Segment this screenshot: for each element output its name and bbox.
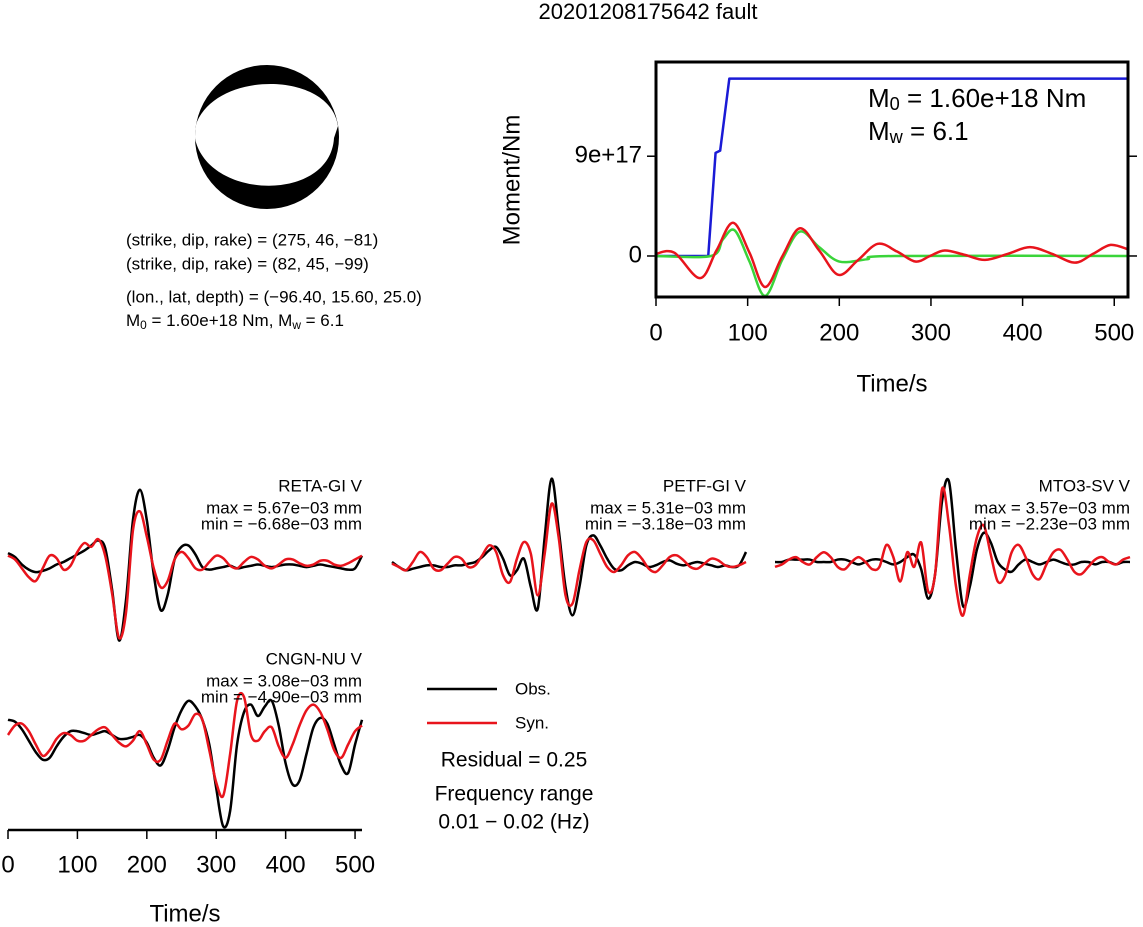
text-part: = 6.1	[301, 311, 344, 330]
max-label: max = 5.31e−03 mm	[590, 498, 746, 517]
text-part: = 1.60e+18 Nm, M	[147, 311, 293, 330]
data-line	[655, 221, 1129, 289]
min-label: min = −3.18e−03 mm	[585, 514, 746, 533]
x-tick-label: 100	[57, 851, 97, 878]
subscript: w	[291, 318, 301, 332]
text-part: M	[868, 116, 890, 146]
data-line	[7, 509, 363, 640]
station-label: MTO3-SV V	[1039, 476, 1131, 495]
mechanism-line: (strike, dip, rake) = (275, 46, −81)	[126, 230, 378, 249]
plot-frame	[654, 60, 1130, 299]
text-part: M	[868, 83, 890, 113]
subscript: 0	[890, 94, 900, 114]
data-line	[7, 488, 364, 642]
x-tick-label: 100	[728, 319, 768, 346]
max-label: max = 5.67e−03 mm	[206, 498, 362, 517]
mechanism-line: (strike, dip, rake) = (82, 45, −99)	[126, 254, 369, 273]
frequency-range: 0.01 − 0.02 (Hz)	[438, 811, 589, 834]
y-tick-label: 0	[629, 241, 642, 268]
beach-ball	[195, 65, 339, 209]
subscript: w	[889, 127, 904, 147]
x-tick-label: 0	[649, 319, 662, 346]
text-part: = 6.1	[903, 116, 969, 146]
x-tick-label: 200	[819, 319, 859, 346]
x-tick-label: 500	[335, 851, 375, 878]
data-line	[6, 691, 363, 799]
text-part: = 1.60e+18 Nm	[900, 83, 1086, 113]
annotation: Mw = 6.1	[868, 116, 969, 147]
data-line	[774, 486, 1131, 617]
legend-label: Obs.	[515, 679, 551, 698]
max-label: max = 3.57e−03 mm	[974, 498, 1130, 517]
max-label: max = 3.08e−03 mm	[206, 671, 362, 690]
data-line	[655, 228, 1129, 298]
station-label: RETA-GI V	[278, 476, 362, 495]
y-axis-label: Moment/Nm	[498, 115, 525, 246]
text-part: M	[126, 311, 140, 330]
x-tick-label: 0	[1, 851, 14, 878]
x-tick-label: 400	[1003, 319, 1043, 346]
station-label: PETF-GI V	[663, 476, 747, 495]
subscript: 0	[140, 318, 147, 332]
x-axis-label: Time/s	[149, 900, 220, 927]
annotation: M0 = 1.60e+18 Nm	[868, 83, 1086, 114]
frequency-title: Frequency range	[435, 783, 594, 806]
figure-title: 20201208175642 fault	[539, 0, 758, 24]
x-tick-label: 300	[196, 851, 236, 878]
legend-label: Syn.	[515, 713, 549, 732]
data-line	[391, 502, 747, 608]
x-tick-label: 300	[911, 319, 951, 346]
x-tick-label: 200	[127, 851, 167, 878]
min-label: min = −2.23e−03 mm	[969, 514, 1130, 533]
min-label: min = −4.90e−03 mm	[201, 687, 362, 706]
residual: Residual = 0.25	[441, 749, 588, 772]
x-axis-label: Time/s	[856, 370, 927, 397]
location-line: (lon., lat, depth) = (−96.40, 15.60, 25.…	[126, 287, 422, 306]
min-label: min = −6.68e−03 mm	[201, 514, 362, 533]
moment-line: M0 = 1.60e+18 Nm, Mw = 6.1	[126, 311, 344, 331]
beach-ball-dilatation	[195, 84, 338, 186]
station-label: CNGN-NU V	[266, 649, 363, 668]
y-tick-label: 9e+17	[575, 142, 642, 169]
x-tick-label: 400	[266, 851, 306, 878]
x-tick-label: 500	[1094, 319, 1134, 346]
